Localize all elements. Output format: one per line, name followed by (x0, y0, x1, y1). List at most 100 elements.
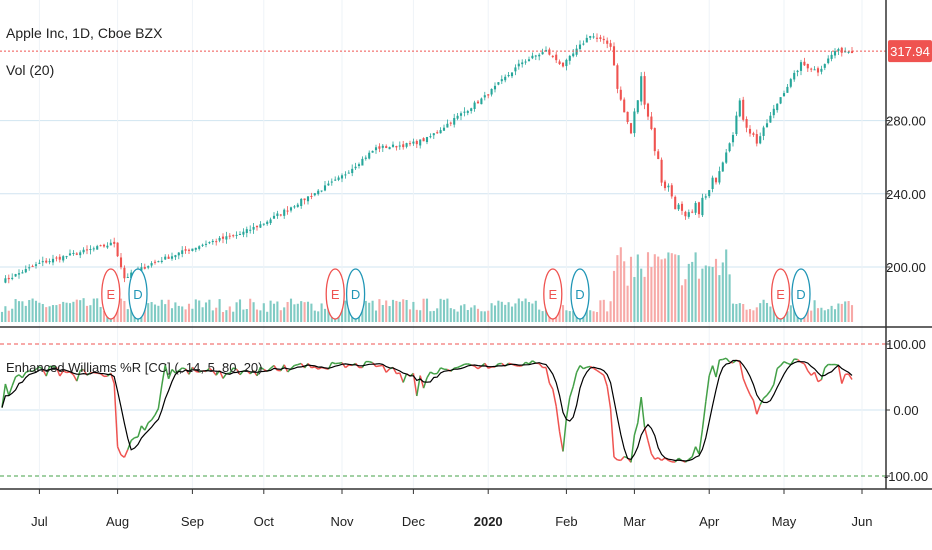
dividend-marker[interactable]: D (570, 268, 590, 320)
wr-segment (161, 365, 166, 386)
wr-segment (668, 459, 673, 463)
wr-segment (212, 370, 217, 376)
wr-segment (344, 364, 350, 369)
volume-bar (453, 309, 456, 322)
volume-bar (810, 310, 813, 322)
candle (429, 133, 432, 139)
wr-segment (375, 365, 380, 368)
volume-bar (245, 309, 248, 322)
volume-bar (599, 300, 602, 322)
x-tick-label: Jun (852, 514, 873, 529)
volume-bar (194, 299, 197, 322)
volume-bar (657, 256, 660, 322)
wr-segment (769, 384, 775, 392)
volume-bar (456, 311, 459, 322)
x-tick-label: Sep (181, 514, 204, 529)
wr-segment (715, 359, 721, 378)
earnings-marker[interactable]: E (770, 268, 791, 320)
volume-bar (317, 311, 320, 322)
candle (276, 210, 279, 219)
wr-signal-line (1, 359, 853, 462)
volume-bar (721, 262, 724, 322)
volume-bar (225, 310, 228, 322)
wr-segment (171, 368, 176, 374)
volume-bar (123, 300, 126, 322)
wr-segment (708, 365, 714, 377)
dividend-marker[interactable]: D (791, 268, 811, 320)
candle (453, 113, 456, 128)
volume-bar (218, 299, 221, 322)
wr-segment (32, 368, 37, 372)
wr-segment (440, 367, 445, 370)
volume-bar (269, 300, 272, 322)
candle (109, 239, 112, 246)
volume-bar (259, 310, 262, 322)
volume-bar (500, 301, 503, 322)
svg-text:E: E (548, 287, 557, 302)
volume-bar (385, 300, 388, 322)
volume-bar (653, 254, 656, 322)
wr-segment (42, 369, 47, 377)
volume-bar (765, 302, 769, 322)
dividend-marker[interactable]: D (128, 268, 148, 320)
candle (82, 247, 85, 255)
volume-bar (470, 307, 473, 322)
volume-bar (41, 303, 44, 322)
earnings-marker[interactable]: E (325, 268, 345, 320)
candle (218, 236, 221, 243)
wr-segment (586, 365, 591, 368)
candle (531, 52, 534, 60)
volume-bar (293, 304, 296, 322)
candle (293, 205, 296, 209)
candle (419, 139, 422, 149)
volume-bar (422, 298, 425, 322)
wr-segment (140, 425, 146, 431)
candle (249, 225, 252, 234)
candle (524, 59, 527, 65)
candle (51, 254, 55, 266)
wr-segment (134, 436, 139, 439)
dividend-marker[interactable]: D (345, 268, 366, 320)
candle (313, 192, 316, 197)
wr-segment (558, 431, 564, 452)
volume-bar (510, 306, 514, 322)
x-tick-label: Jul (31, 514, 48, 529)
candle (521, 59, 524, 68)
volume-bar (262, 303, 265, 322)
volume-bar (493, 305, 497, 322)
candle (769, 111, 772, 123)
earnings-marker[interactable]: E (543, 268, 563, 320)
volume-bar (378, 299, 381, 322)
volume-bar (449, 308, 452, 322)
candle (123, 265, 126, 283)
wr-segment (749, 394, 755, 401)
volume-bar (340, 303, 344, 322)
candle (262, 223, 265, 226)
candle (674, 195, 677, 210)
volume-bar (415, 309, 418, 322)
candle (235, 231, 238, 239)
candle (425, 136, 429, 145)
volume-bar (697, 278, 701, 322)
wr-segment (803, 363, 809, 372)
candle (371, 150, 374, 153)
candle (385, 144, 388, 149)
candle (609, 39, 612, 51)
volume-bar (286, 301, 289, 322)
volume-bar (130, 308, 133, 322)
wr-segment (548, 382, 554, 390)
volume-bar (711, 267, 714, 322)
wr-segment (688, 456, 693, 461)
volume-bar (204, 302, 208, 322)
wr-segment (783, 360, 788, 364)
wr-segment (800, 361, 805, 365)
wr-segment (113, 383, 119, 447)
earnings-marker[interactable]: E (101, 268, 121, 320)
candle (759, 132, 762, 145)
volume-bar (725, 249, 728, 322)
candle (11, 273, 14, 281)
x-tick-label: Oct (254, 514, 275, 529)
wr-segment (15, 374, 20, 378)
